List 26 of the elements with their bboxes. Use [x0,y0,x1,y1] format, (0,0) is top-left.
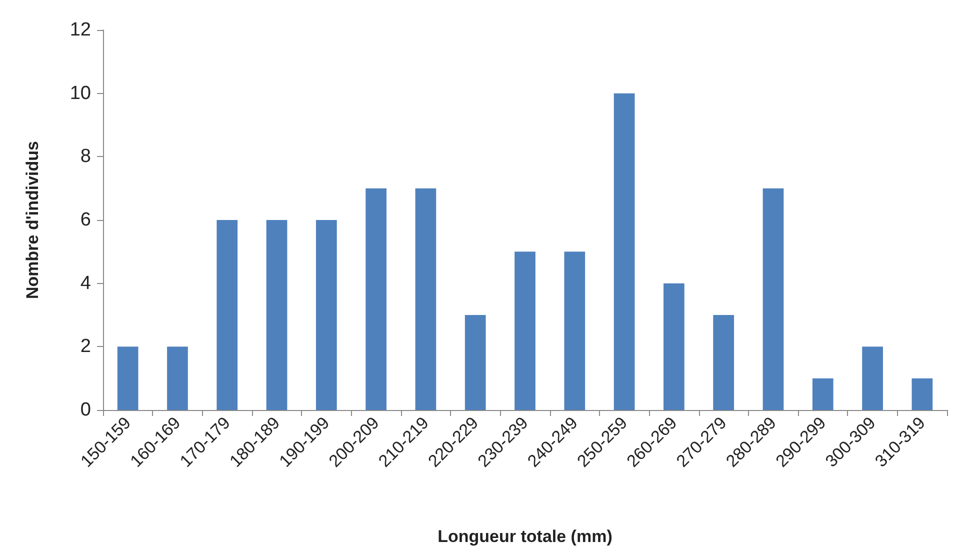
y-tick-label: 2 [80,336,91,358]
bar [664,283,684,410]
bar [366,188,386,410]
y-tick-label: 6 [80,210,91,230]
bar [266,220,288,410]
x-axis-title: Longueur totale (mm) [438,527,612,546]
bar [216,220,238,410]
y-tick-label: 4 [80,272,92,294]
bar [464,315,486,410]
bar [514,252,536,410]
bar [614,93,635,410]
bar [167,346,188,410]
y-axis-title: Nombre d'individus [23,141,42,299]
bar [762,188,784,410]
y-tick-label: 0 [80,400,91,420]
y-tick-label: 8 [80,146,91,168]
bar [415,188,436,410]
bar [713,315,734,410]
bar [812,378,834,410]
bar [912,378,933,410]
bar [117,346,138,410]
y-tick-label: 12 [70,20,91,40]
bar [316,220,337,410]
bar [564,252,586,410]
bar [862,346,883,410]
y-tick-label: 10 [70,82,91,104]
